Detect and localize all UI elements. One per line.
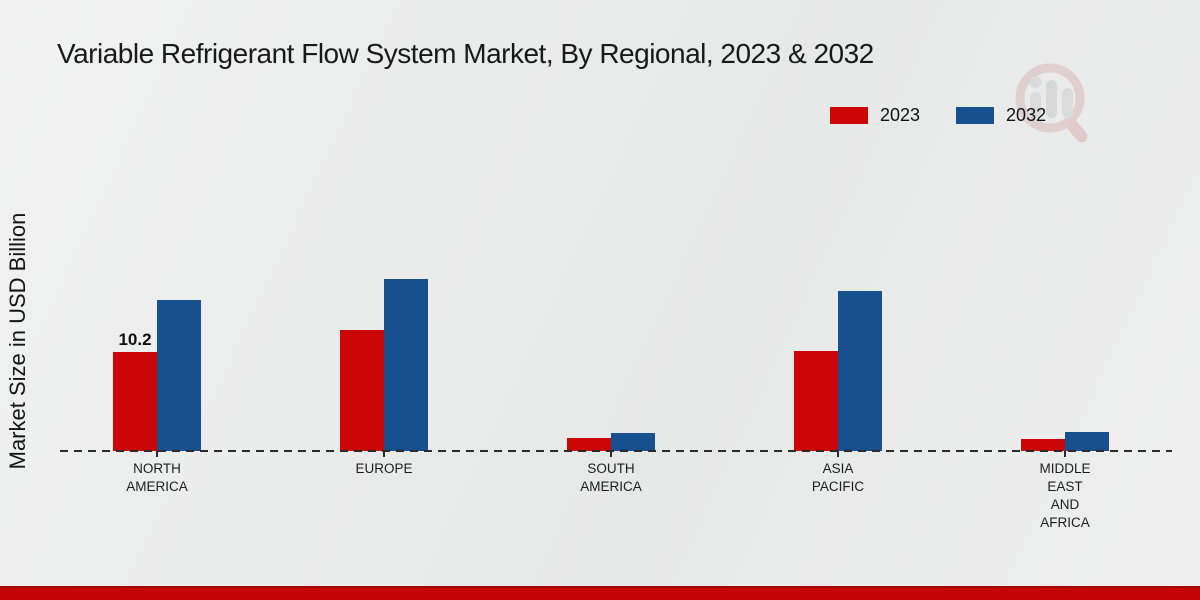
category-label-south-america: SOUTH AMERICA xyxy=(580,461,642,494)
axis-tick-asia-pacific xyxy=(837,451,839,457)
category-label-north-america: NORTH AMERICA xyxy=(126,461,188,494)
bar-2032-europe xyxy=(384,279,428,451)
legend: 2023 2032 xyxy=(830,100,1070,130)
category-label-europe: EUROPE xyxy=(355,461,413,476)
bar-2032-south-america xyxy=(611,433,655,451)
legend-item-2032: 2032 xyxy=(956,105,1046,126)
bar-2023-asia-pacific xyxy=(794,351,838,451)
axis-tick-north-america xyxy=(156,451,158,457)
bar-2023-south-america xyxy=(567,438,611,451)
legend-label-2032: 2032 xyxy=(1006,104,1047,125)
bar-2032-asia-pacific xyxy=(838,291,882,451)
bar-2023-north-america xyxy=(113,352,157,451)
axis-tick-middle-east-and-africa xyxy=(1064,451,1066,457)
bar-value-label-2023-north-america: 10.2 xyxy=(118,330,152,349)
bar-2023-europe xyxy=(340,330,384,451)
bar-2032-middle-east-and-africa xyxy=(1065,432,1109,451)
legend-swatch-2023 xyxy=(830,106,868,124)
axis-tick-europe xyxy=(383,451,385,457)
watermark-logo-icon xyxy=(1015,63,1088,143)
x-axis-baseline xyxy=(60,450,1172,452)
category-label-asia-pacific: ASIA PACIFIC xyxy=(811,461,865,494)
legend-label-2023: 2023 xyxy=(880,104,921,125)
chart-title: Variable Refrigerant Flow System Market,… xyxy=(57,38,874,69)
bottom-accent-bar xyxy=(0,586,1200,600)
axis-tick-south-america xyxy=(610,451,612,457)
legend-item-2023: 2023 xyxy=(830,105,920,126)
category-label-middle-east-and-africa: MIDDLE EAST AND AFRICA xyxy=(1039,461,1091,530)
legend-swatch-2032 xyxy=(956,106,995,124)
y-axis-label: Market Size in USD Billion xyxy=(5,212,30,470)
bar-2023-middle-east-and-africa xyxy=(1021,439,1065,451)
bar-2032-north-america xyxy=(157,300,201,451)
